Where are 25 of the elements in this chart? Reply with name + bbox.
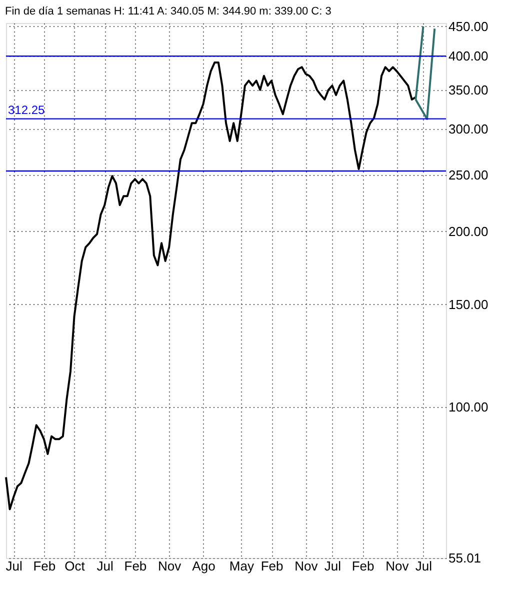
y-tick-label: 100.00: [448, 399, 488, 414]
x-tick-label: Ago: [192, 558, 216, 574]
y-tick-label: 200.00: [448, 224, 488, 239]
x-tick-label: Nov: [386, 558, 410, 574]
ref-line-label: 312.25: [8, 102, 46, 117]
x-tick-label: Jul: [415, 558, 432, 574]
x-tick-label: Feb: [33, 558, 56, 574]
y-tick-label: 350.00: [448, 82, 488, 98]
x-tick-label: May: [229, 558, 254, 574]
x-tick-label: Jul: [6, 558, 23, 574]
x-tick-label: Nov: [294, 558, 318, 574]
x-tick-label: Nov: [158, 558, 182, 574]
y-tick-label: 450.00: [448, 18, 488, 34]
x-tick-label: Feb: [260, 558, 284, 574]
x-tick-label: Feb: [352, 558, 374, 574]
x-tick-label: Oct: [64, 558, 86, 574]
y-tick-label: 400.00: [448, 48, 488, 64]
y-tick-label: 300.00: [448, 121, 488, 136]
x-tick-label: Jul: [96, 558, 114, 574]
y-tick-label: 250.00: [448, 168, 488, 183]
chart-title: Fin de día 1 semanas H: 11:41 A: 340.05 M: 344.90 m: 339.00 C: 3: [5, 5, 332, 18]
y-tick-label: 55.01: [448, 550, 482, 566]
y-tick-label: 150.00: [448, 296, 488, 312]
x-tick-label: Feb: [124, 558, 147, 574]
x-tick-label: Jul: [324, 558, 342, 574]
